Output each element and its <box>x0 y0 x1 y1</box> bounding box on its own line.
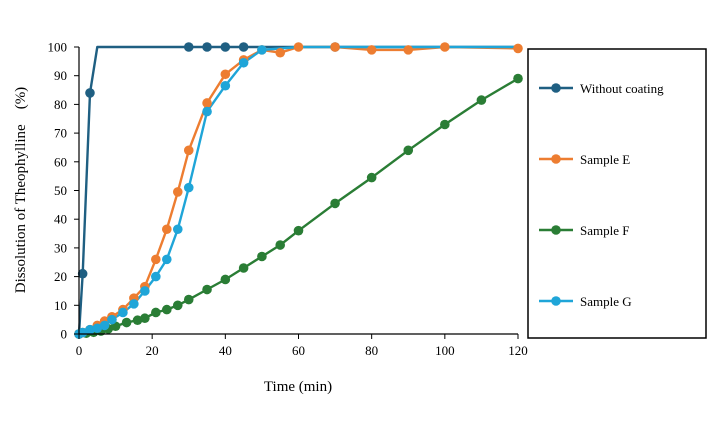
legend-label: Sample F <box>580 223 629 238</box>
y-tick-label: 90 <box>54 68 67 83</box>
data-point <box>238 42 249 52</box>
data-point <box>366 45 377 55</box>
x-tick-label: 100 <box>435 343 455 358</box>
data-point <box>172 187 183 197</box>
data-point <box>440 119 450 130</box>
data-point <box>257 251 267 262</box>
data-point <box>85 324 95 335</box>
data-point <box>172 300 183 311</box>
x-tick-label: 20 <box>146 343 159 358</box>
data-point <box>293 42 304 52</box>
x-axis-title: Time (min) <box>264 379 332 395</box>
data-point <box>132 315 143 326</box>
data-point <box>162 224 172 235</box>
data-point <box>162 254 172 265</box>
y-tick-label: 10 <box>54 298 67 313</box>
legend-marker <box>551 225 561 235</box>
data-point <box>293 225 304 236</box>
data-point <box>172 224 183 235</box>
data-point <box>151 271 161 282</box>
data-point <box>513 73 523 84</box>
x-tick-label: 60 <box>292 343 305 358</box>
data-point <box>107 314 117 325</box>
data-point <box>151 254 161 265</box>
data-point <box>238 57 249 68</box>
data-point <box>220 274 231 285</box>
data-point <box>403 45 414 55</box>
data-point <box>140 313 150 324</box>
y-tick-label: 20 <box>54 269 67 284</box>
y-tick-label: 40 <box>54 212 67 227</box>
data-point <box>238 263 249 273</box>
data-point <box>151 307 161 318</box>
data-point <box>476 95 487 105</box>
data-point <box>220 69 231 80</box>
y-tick-label: 30 <box>54 240 67 255</box>
data-point <box>257 45 267 55</box>
x-tick-label: 40 <box>219 343 232 358</box>
y-tick-label: 70 <box>54 126 67 141</box>
y-tick-label: 80 <box>54 97 67 112</box>
legend-box <box>527 48 707 339</box>
series-points <box>74 42 523 339</box>
data-point <box>92 323 103 334</box>
x-tick-label: 0 <box>76 343 83 358</box>
y-tick-label: 0 <box>61 327 68 342</box>
legend-label: Sample G <box>580 294 632 309</box>
y-tick-label: 50 <box>54 183 67 198</box>
data-point <box>129 299 139 309</box>
data-point <box>183 42 194 52</box>
data-point <box>330 198 340 209</box>
data-point <box>440 42 450 52</box>
data-point <box>85 88 95 98</box>
axes: 0 10 20 30 40 50 60 70 80 90 100 0 20 40 60 80 100 120 <box>48 40 528 359</box>
data-point <box>77 327 88 338</box>
data-point <box>220 42 231 52</box>
legend-marker <box>551 154 561 164</box>
data-point <box>140 286 150 296</box>
data-point <box>183 145 194 156</box>
legend-marker <box>551 83 561 93</box>
data-point <box>202 284 212 295</box>
data-point <box>275 47 286 58</box>
data-point <box>366 172 377 183</box>
legend-marker <box>551 296 561 306</box>
legend-label: Sample E <box>580 152 630 167</box>
data-point <box>99 320 110 331</box>
y-tick-label: 100 <box>48 40 68 55</box>
data-point <box>77 268 88 279</box>
data-point <box>118 307 128 318</box>
data-point <box>121 317 132 328</box>
data-point <box>220 80 231 91</box>
data-point <box>330 42 340 52</box>
data-point <box>275 240 286 250</box>
data-point <box>202 98 212 108</box>
data-point <box>513 43 523 54</box>
x-tick-label: 120 <box>508 343 528 358</box>
y-axis-title: Dissolution of Theophylline (%) <box>13 87 29 293</box>
y-tick-label: 60 <box>54 154 67 169</box>
x-tick-label: 80 <box>365 343 378 358</box>
legend-label: Without coating <box>580 81 664 96</box>
data-point <box>202 106 212 117</box>
data-point <box>162 304 172 315</box>
legend: Without coating Sample E Sample F Sample G <box>527 48 707 339</box>
data-point <box>183 182 194 193</box>
data-point <box>183 294 194 305</box>
data-point <box>403 145 414 156</box>
data-point <box>202 42 212 52</box>
